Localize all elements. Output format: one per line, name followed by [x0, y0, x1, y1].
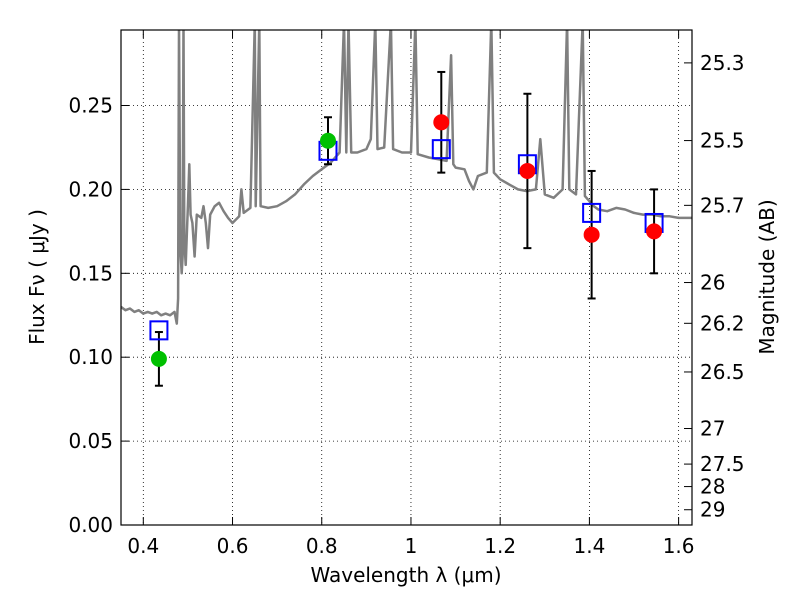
y-tick-label: 0.20 [68, 177, 113, 201]
y-tick-label: 0.00 [68, 513, 113, 537]
y-tick-label: 0.05 [68, 429, 113, 453]
x-tick-label: 1 [405, 534, 418, 558]
y-axis-title: Flux Fν ( μJy ) [25, 209, 49, 345]
x-tick-label: 1.6 [663, 534, 695, 558]
secondary-y-axis-title: Magnitude (AB) [755, 199, 779, 354]
observed-green-point [150, 350, 167, 367]
magnitude-tick-label: 25.3 [700, 51, 745, 75]
x-tick-label: 0.8 [306, 534, 338, 558]
sed-spectrum-line [121, 30, 692, 325]
x-tick-label: 0.4 [127, 534, 159, 558]
observed-red-point [646, 223, 663, 240]
observed-green-point [319, 132, 336, 149]
magnitude-tick-label: 29 [700, 498, 725, 522]
magnitude-tick-label: 25.5 [700, 129, 745, 153]
magnitude-tick-label: 27 [700, 417, 725, 441]
x-tick-label: 0.6 [217, 534, 249, 558]
x-tick-label: 1.2 [484, 534, 516, 558]
model-band-square [431, 139, 451, 160]
x-tick-label: 1.4 [573, 534, 605, 558]
data-markers [149, 114, 664, 367]
y-tick-label: 0.10 [68, 345, 113, 369]
observed-red-point [519, 162, 536, 179]
y-tick-label: 0.15 [68, 261, 113, 285]
magnitude-tick-label: 26 [700, 271, 725, 295]
observed-red-point [433, 114, 450, 131]
magnitude-tick-label: 25.7 [700, 193, 745, 217]
magnitude-tick-label: 28 [700, 475, 725, 499]
y-tick-label: 0.25 [68, 94, 113, 118]
magnitude-tick-label: 26.5 [700, 360, 745, 384]
magnitude-tick-label: 27.5 [700, 452, 745, 476]
plot-frame [120, 29, 693, 526]
sed-layer [121, 30, 692, 325]
axis-ticks: 0.4 0.6 0.8 1 1.2 1.4 1.6 0.00 0.05 0.10 0.15 0.20 0… [68, 30, 745, 558]
grid-lines [121, 30, 692, 526]
model-band-square [149, 320, 169, 341]
model-band-square [582, 202, 602, 223]
plot-background [121, 30, 692, 525]
x-axis-title: Wavelength λ (μm) [310, 563, 501, 587]
observed-red-point [583, 226, 600, 243]
magnitude-tick-label: 26.2 [700, 311, 745, 335]
